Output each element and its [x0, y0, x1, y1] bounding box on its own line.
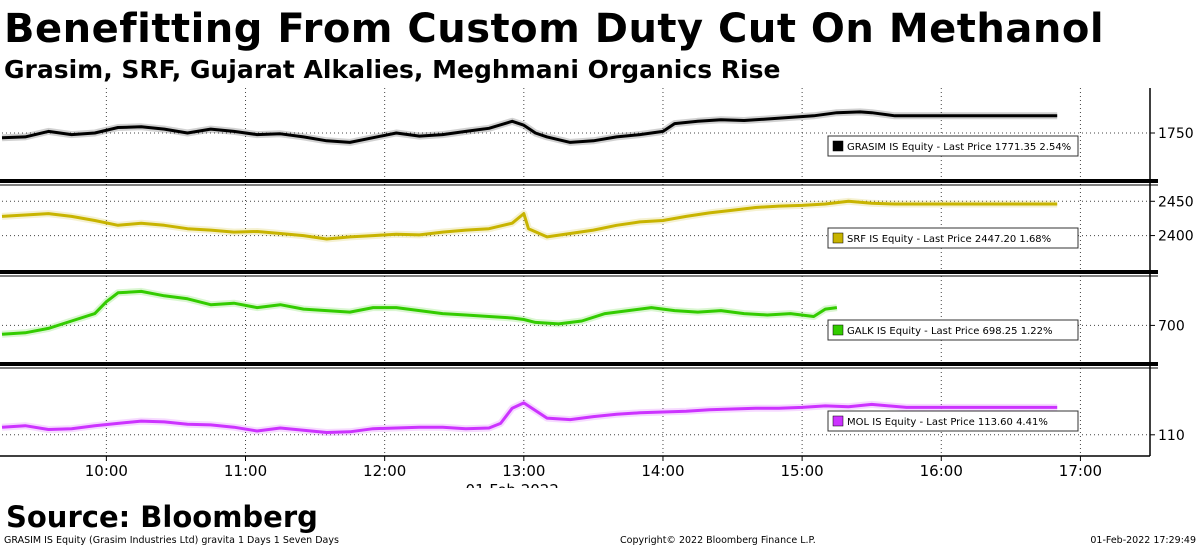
y-tick-label-3-0: 110 [1158, 428, 1185, 444]
x-tick-label-0: 10:00 [85, 462, 128, 480]
legend-swatch-3 [832, 415, 844, 427]
footer-copyright: Copyright© 2022 Bloomberg Finance L.P. [620, 535, 816, 546]
series-line-1 [1, 199, 1058, 241]
legend-box-2 [827, 319, 1079, 341]
y-tick-label-2-0: 700 [1158, 318, 1185, 334]
x-tick-label-3: 13:00 [502, 462, 545, 480]
chart-title: Benefitting From Custom Duty Cut On Meth… [4, 6, 1105, 52]
legend-swatch-0 [832, 140, 844, 152]
legend-box-1 [827, 227, 1079, 249]
chart-subtitle: Grasim, SRF, Gujarat Alkalies, Meghmani … [4, 55, 781, 84]
legend-label-0: GRASIM IS Equity - Last Price 1771.35 2.… [847, 142, 1071, 153]
footer-timestamp: 01-Feb-2022 17:29:49 [1090, 535, 1196, 546]
legend-swatch-1 [832, 232, 844, 244]
series-halo-2 [1, 287, 838, 338]
x-date-label: 01 Feb 2022 [466, 481, 559, 488]
legend-swatch-2 [832, 324, 844, 336]
legend-label-2: GALK IS Equity - Last Price 698.25 1.22% [847, 326, 1052, 337]
legend-label-3: MOL IS Equity - Last Price 113.60 4.41% [847, 417, 1048, 428]
footer-security: GRASIM IS Equity (Grasim Industries Ltd)… [4, 535, 339, 546]
panel-separator-2 [0, 362, 1158, 366]
panel-separator-0 [0, 179, 1158, 183]
x-tick-label-1: 11:00 [224, 462, 267, 480]
y-tick-label-0-0: 1750 [1158, 126, 1194, 142]
series-line-0 [1, 110, 1058, 144]
source-label: Source: Bloomberg [6, 500, 318, 534]
legend-label-1: SRF IS Equity - Last Price 2447.20 1.68% [847, 234, 1051, 245]
x-tick-label-6: 16:00 [920, 462, 963, 480]
legend-box-0 [827, 135, 1079, 157]
x-tick-label-5: 15:00 [781, 462, 824, 480]
series-line-2 [1, 289, 838, 336]
y-tick-label-1-0: 2450 [1158, 194, 1194, 210]
y-tick-label-1-1: 2400 [1158, 229, 1194, 245]
x-tick-label-2: 12:00 [363, 462, 406, 480]
legend-box-3 [827, 410, 1079, 432]
x-tick-label-7: 17:00 [1059, 462, 1102, 480]
series-line-3 [1, 401, 1058, 434]
panel-separator-1 [0, 270, 1158, 274]
x-tick-label-4: 14:00 [641, 462, 684, 480]
chart-area: 1750 GRASIM IS Equity - Last Price 1771.3… [0, 88, 1194, 488]
